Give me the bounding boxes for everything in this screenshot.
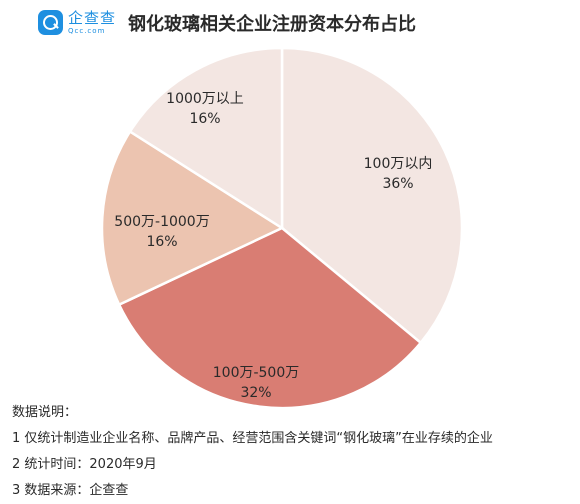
- notes-line-1: 1 仅统计制造业企业名称、品牌产品、经营范围含关键词“钢化玻璃”在业存续的企业: [12, 431, 493, 446]
- pie-slice: [280, 46, 464, 345]
- slice-percent: 16%: [189, 111, 220, 127]
- logo-url: Qcc.com: [68, 26, 106, 35]
- slice-percent: 36%: [382, 176, 413, 192]
- data-notes: 数据说明： 1 仅统计制造业企业名称、品牌产品、经营范围含关键词“钢化玻璃”在业…: [12, 400, 493, 504]
- pie-slice: [117, 226, 423, 410]
- pie-labels: 100万以内 36% 100万-500万 32% 500万-1000万 16% 1000万以…: [114, 91, 432, 401]
- notes-line-3: 3 数据来源：企查查: [12, 483, 129, 498]
- slice-label: 1000万以上: [166, 91, 244, 107]
- logo: 企查查 Qcc.com: [38, 10, 116, 35]
- slice-label: 100万以内: [364, 156, 433, 172]
- notes-heading: 数据说明：: [12, 405, 78, 420]
- pie-slices: [100, 46, 464, 410]
- slice-label: 100万-500万: [213, 365, 300, 381]
- slice-label: 500万-1000万: [114, 214, 209, 230]
- logo-text: 企查查 Qcc.com: [68, 8, 117, 35]
- slice-percent: 32%: [240, 385, 271, 401]
- notes-line-2: 2 统计时间：2020年9月: [12, 457, 157, 472]
- pie-slice: [100, 129, 285, 307]
- slice-percent: 16%: [146, 234, 177, 250]
- search-logo-icon: [38, 10, 63, 35]
- logo-name: 企查查: [68, 8, 117, 27]
- pie-slice: [128, 46, 284, 231]
- chart-title: 钢化玻璃相关企业注册资本分布占比: [128, 14, 416, 35]
